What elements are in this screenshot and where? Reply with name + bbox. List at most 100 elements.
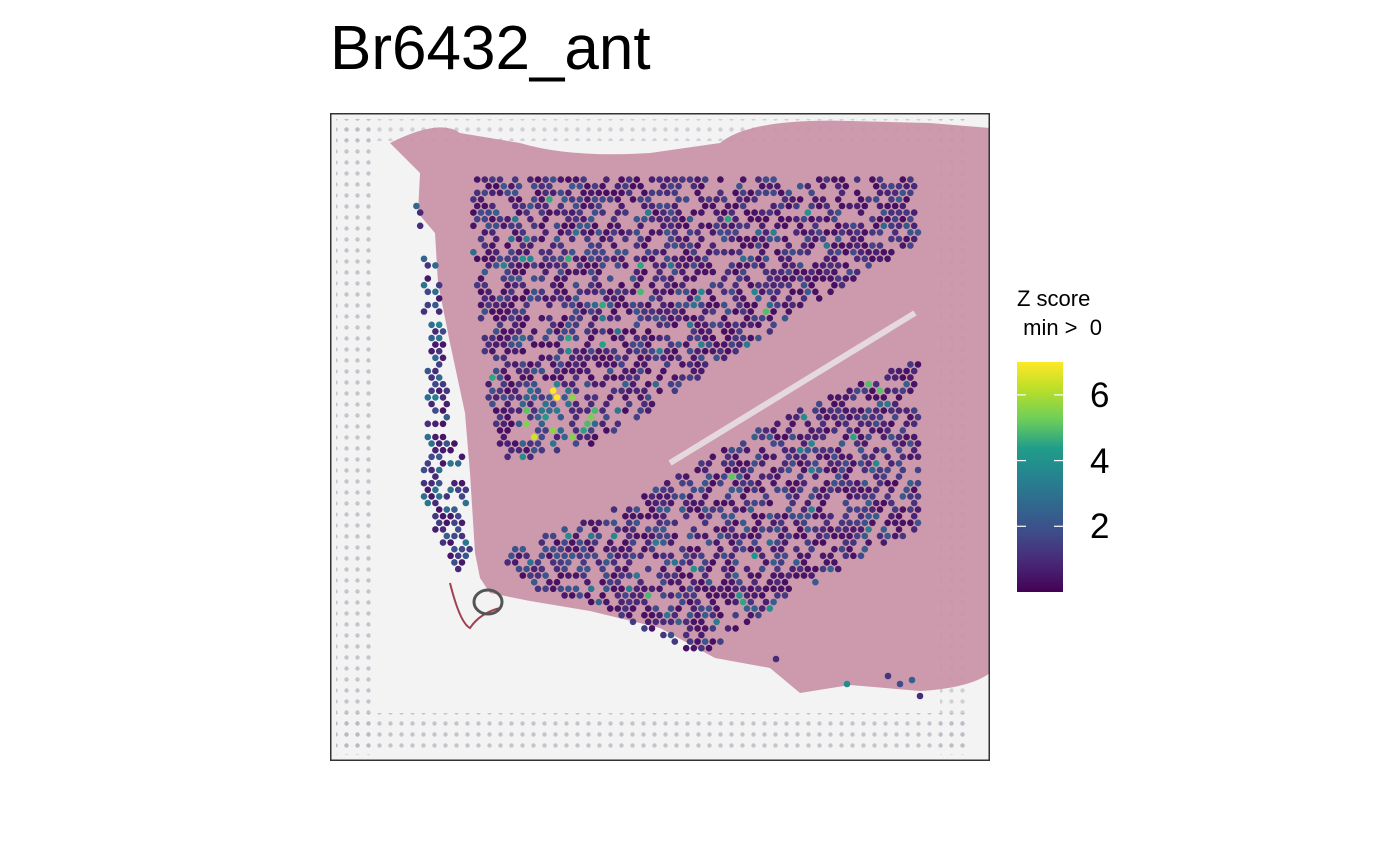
spot-point [857,460,865,467]
spot-point [709,585,717,593]
spot-point [736,222,743,230]
spot-point [884,519,891,527]
spot-point [637,367,644,375]
spot-point [758,473,766,480]
spot-point [508,446,515,454]
spot-point [557,295,565,302]
spot-point [671,347,679,355]
spot-point [899,387,907,395]
spot-point [872,407,880,414]
spot-point [553,222,561,230]
spot-point [834,526,842,533]
spot-point [694,361,701,368]
spot-point [903,407,910,414]
spot-point [732,268,739,276]
spot-point [724,519,732,527]
spot-point [713,592,720,599]
spot-point [705,512,713,520]
spot-point [800,281,808,289]
spot-point [568,367,576,375]
spot-point [568,314,576,322]
spot-point [584,433,591,441]
spot-point [857,209,865,216]
spot-point [751,314,758,322]
spot-point [644,512,652,520]
spot-point [530,367,538,375]
spot-point [843,680,851,688]
spot-point [458,532,466,540]
spot-point [656,308,663,315]
spot-point [606,301,614,309]
spot-point [435,466,443,474]
spot-point [458,479,466,487]
spot-point [663,347,671,355]
spot-point [728,578,736,586]
spot-point [660,486,667,494]
spot-point [914,466,922,474]
spot-point [508,288,515,296]
spot-point [758,592,766,599]
spot-point [489,400,496,408]
spot-point [686,479,694,487]
spot-point [648,506,656,513]
spot-point [675,235,682,243]
spot-point [736,328,743,335]
spot-point [690,644,698,652]
spot-point [599,182,606,190]
spot-point [580,519,587,527]
spot-point [591,262,599,269]
spot-point [709,453,717,461]
spot-point [713,341,720,348]
spot-point [857,446,865,454]
spot-point [861,479,869,487]
spot-point [732,585,739,593]
spot-point [834,473,842,480]
spot-point [553,341,561,348]
spot-point [823,427,831,434]
spot-point [500,380,508,388]
spot-point [827,565,834,573]
spot-point [743,314,751,322]
spot-point [732,295,739,302]
spot-point [728,222,736,230]
spot-point [561,301,568,309]
spot-point [698,618,705,626]
spot-point [903,222,910,230]
spot-point [884,255,891,263]
spot-point [637,314,644,322]
spot-point [515,380,523,388]
spot-point [439,354,447,362]
spot-point [838,413,846,421]
spot-point [705,592,713,599]
spot-point [527,255,534,263]
spot-point [644,328,652,335]
spot-point [865,407,872,414]
spot-point [698,262,705,269]
spot-point [519,308,527,315]
spot-point [549,545,557,553]
spot-point [591,433,599,441]
spot-point [739,519,747,527]
spot-point [610,387,618,395]
spot-point [675,341,682,348]
spot-point [701,519,709,527]
spot-point [652,618,660,626]
spot-point [644,592,652,599]
spot-point [675,288,682,296]
spot-point [675,473,682,480]
spot-point [804,565,812,573]
spot-point [891,202,899,210]
spot-point [603,361,610,368]
spot-point [580,268,587,276]
spot-point [812,222,819,230]
spot-point [557,347,565,355]
spot-point [523,209,530,216]
spot-point [622,407,629,414]
spot-point [481,229,489,236]
spot-point [789,262,796,269]
spot-point [451,532,458,540]
spot-point [777,572,785,579]
spot-point [808,242,815,249]
spot-point [804,499,812,507]
spot-point [743,196,751,203]
